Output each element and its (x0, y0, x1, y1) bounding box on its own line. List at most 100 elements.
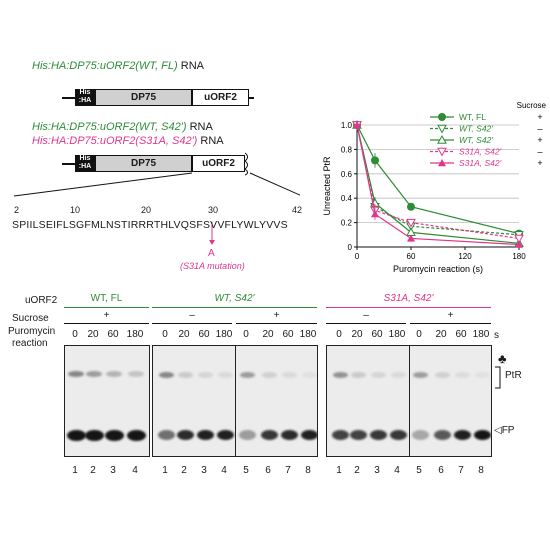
his-ha-tag-2: His:HA (75, 155, 95, 172)
dp75-box: DP75 (95, 89, 192, 106)
pos-10: 10 (70, 205, 81, 215)
fp-band (196, 430, 214, 440)
data-point (407, 234, 415, 242)
fp-band (349, 430, 367, 440)
legend-sucrose: – (537, 124, 542, 134)
data-point (406, 218, 416, 228)
series-line-2 (356, 124, 520, 244)
fp-band (453, 430, 471, 440)
legend-label: S31A, S42' (459, 158, 502, 168)
time-label: 60 (455, 329, 467, 340)
ptr-band (332, 372, 348, 378)
fp-band (176, 430, 194, 440)
time-unit: s (494, 330, 499, 341)
series-line-0 (356, 124, 520, 235)
ptr-band (197, 372, 213, 378)
time-label: 20 (262, 329, 274, 340)
lane-number: 2 (354, 465, 360, 476)
uorf2-box-truncated: uORF2 (192, 155, 245, 172)
lane-number: 1 (72, 465, 78, 476)
time-label: 0 (162, 329, 168, 340)
time-label: 0 (416, 329, 422, 340)
x-axis-label: Puromycin reaction (s) (393, 264, 483, 274)
legend-header: Sucrose (517, 101, 547, 110)
lane-number: 4 (394, 465, 400, 476)
lane-number: 2 (90, 465, 96, 476)
lane-number: 7 (285, 465, 291, 476)
legend-label: WT, S42' (459, 135, 493, 145)
zoom-lines (13, 172, 300, 245)
legend-marker (437, 134, 447, 144)
fp-band (126, 430, 146, 441)
ptr-band (301, 372, 317, 378)
pos-30: 30 (208, 205, 219, 215)
x-tick-label: 180 (512, 252, 526, 261)
lane-number: 7 (458, 465, 464, 476)
lane-number: 3 (374, 465, 380, 476)
row-label-puromycin: Puromycin (8, 326, 56, 337)
sucrose-plus-2: + (273, 310, 280, 321)
y-axis-label: Unreacted PtR (322, 156, 332, 216)
legend-sucrose: + (537, 112, 542, 122)
uorf2-box: uORF2 (192, 89, 249, 106)
legend-sucrose: + (537, 135, 542, 145)
gel-group-wt-s42: WT, S42' (214, 293, 255, 304)
construct-2-title: His:HA:DP75:uORF2(WT, S42') RNA (32, 121, 213, 133)
fp-band (300, 430, 317, 440)
time-label: 60 (198, 329, 210, 340)
ptr-band (86, 371, 102, 377)
ptr-band (239, 372, 255, 378)
lane-number: 4 (132, 465, 138, 476)
decay-chart: 0 0.2 0.4 0.6 0.8 1.0 0 60 120 180 Puromycin react… (322, 101, 547, 274)
legend-sucrose: + (537, 158, 542, 168)
y-tick-label: 0.2 (341, 219, 353, 228)
legend-marker (438, 113, 446, 121)
time-label: 180 (126, 329, 144, 340)
dp75-box-2: DP75 (95, 155, 192, 172)
time-label: 60 (282, 329, 294, 340)
time-label: 180 (472, 329, 490, 340)
lane-number: 5 (243, 465, 249, 476)
lane-number: 8 (478, 465, 484, 476)
legend-marker (437, 124, 447, 134)
gel-divider (235, 346, 236, 456)
ptr-band (217, 372, 233, 378)
lane-number: 4 (221, 465, 227, 476)
time-label: 60 (107, 329, 119, 340)
data-point (407, 202, 415, 211)
row-label-reaction: reaction (12, 338, 48, 349)
construct-3-title: His:HA:DP75:uORF2(S31A, S42') RNA (32, 135, 224, 147)
construct-3-name: His:HA:DP75:uORF2(S31A, S42') (32, 135, 198, 147)
data-point (515, 240, 523, 248)
fp-band (331, 430, 349, 440)
ptr-band (177, 372, 193, 378)
ptr-band (281, 372, 297, 378)
lane-number: 2 (181, 465, 187, 476)
time-label: 0 (243, 329, 249, 340)
construct-2-suffix: RNA (186, 121, 213, 133)
legend-sucrose: – (537, 147, 542, 157)
sequence-text: SPIILSEIFLSGFMLNSTIRRRTHLVQSFSVVFLYWLYVV… (12, 219, 288, 231)
ptr-band (454, 372, 470, 378)
time-label: 180 (388, 329, 406, 340)
ptr-band (158, 372, 174, 378)
lane-number: 1 (336, 465, 342, 476)
ptr-band (350, 372, 366, 378)
ptr-band (261, 372, 277, 378)
ptr-bracket (495, 366, 501, 389)
data-point (371, 156, 379, 165)
construct-2-name: His:HA:DP75:uORF2(WT, S42') (32, 121, 187, 133)
time-label: 20 (178, 329, 190, 340)
time-label: 0 (72, 329, 78, 340)
y-tick-label: 0.8 (341, 145, 353, 154)
time-label: 20 (87, 329, 99, 340)
lane-number: 6 (265, 465, 271, 476)
mutation-letter: A (208, 248, 215, 259)
data-point (514, 234, 524, 244)
data-point (371, 210, 379, 218)
time-label: 180 (215, 329, 233, 340)
x-tick-label: 60 (407, 252, 416, 261)
his-ha-tag: His:HA (75, 89, 95, 106)
legend-label: S31A, S42' (459, 147, 502, 157)
series-line-3 (356, 124, 520, 240)
